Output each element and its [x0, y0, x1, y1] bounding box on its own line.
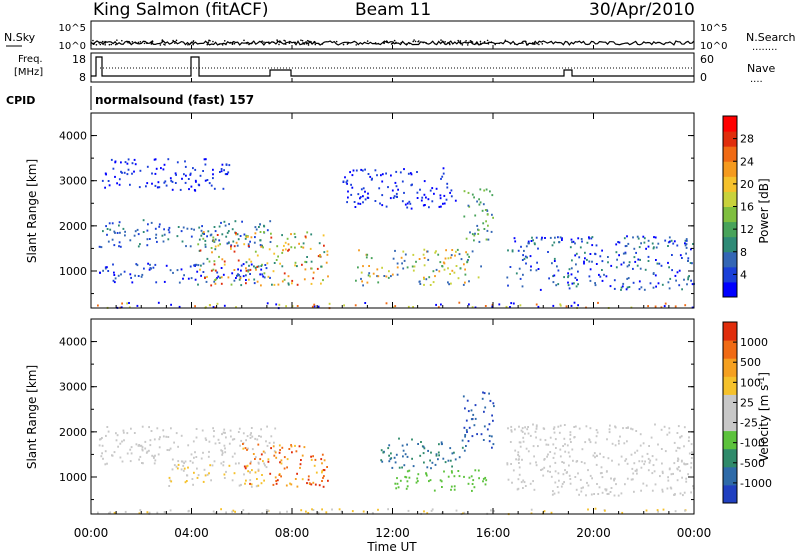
nave-legend-dots: ....: [750, 74, 763, 85]
y-tick-label: 3000: [59, 175, 87, 188]
freq-label: Freq.: [18, 54, 43, 65]
noise-label-right: N.Search: [746, 31, 796, 44]
noise-tick-right-bottom: 10^0: [700, 41, 727, 52]
colorbar-tick: 24: [740, 155, 754, 168]
x-tick-label: 16:00: [476, 526, 511, 540]
freq-panel: 18 8 60 0 Freq. [MHz] Nave ....: [14, 52, 775, 85]
colorbar-tick: -100: [740, 437, 765, 450]
x-axis: 00:00 04:00 08:00 12:00 16:00 20:00 00:00: [74, 45, 712, 540]
colorbar-tick: -500: [740, 457, 765, 470]
nave-label: Nave: [747, 62, 775, 75]
colorbar-tick: 100: [740, 376, 761, 389]
colorbar-cell: [723, 146, 737, 162]
colorbar-cell: [723, 176, 737, 192]
cpid-label: CPID: [6, 94, 35, 107]
y-tick-label: 2000: [59, 426, 87, 439]
colorbar-cell: [723, 161, 737, 177]
colorbar-cell: [723, 206, 737, 223]
noise-tick-left-top: 10^5: [59, 23, 86, 34]
colorbar-cell: [723, 340, 737, 359]
y-tick-label: 2000: [59, 220, 87, 233]
x-axis-label: Time UT: [366, 540, 417, 554]
y-tick-label: 1000: [59, 265, 87, 278]
noise-tick-right-top: 10^5: [700, 23, 727, 34]
velocity-colorbar-label: Velocity [m s-1]: [757, 372, 771, 462]
cpid-text: normalsound (fast) 157: [95, 93, 254, 107]
colorbar-tick: 8: [740, 246, 747, 259]
colorbar-tick: 4: [740, 268, 747, 281]
colorbar-cell: [723, 394, 737, 413]
power-y-axis-label: Slant Range [km]: [25, 159, 39, 263]
colorbar-tick: 1000: [740, 336, 768, 349]
noise-panel: 10^5 10^0 10^5 10^0 N.Sky N.Search .....…: [4, 20, 796, 53]
cpid-strip: CPID normalsound (fast) 157: [6, 86, 254, 110]
x-tick-label: 00:00: [74, 526, 109, 540]
freq-tick-top: 18: [72, 53, 86, 66]
colorbar-cell: [723, 191, 737, 207]
y-tick-label: 1000: [59, 471, 87, 484]
colorbar-cell: [723, 376, 737, 395]
freq-unit-label: [MHz]: [14, 67, 43, 78]
freq-tick-bottom: 8: [79, 71, 86, 84]
nave-tick-bottom: 0: [700, 71, 707, 84]
colorbar-tick: 500: [740, 356, 761, 369]
x-tick-label: 08:00: [275, 526, 310, 540]
title-beam: Beam 11: [355, 0, 432, 20]
colorbar-cell: [723, 131, 737, 147]
colorbar-tick: 16: [740, 201, 754, 214]
colorbar-tick: 25: [740, 396, 754, 409]
y-tick-label: 4000: [59, 336, 87, 349]
colorbar-cell: [723, 430, 737, 450]
colorbar-tick: 12: [740, 223, 754, 236]
y-tick-label: 3000: [59, 381, 87, 394]
x-tick-label: 04:00: [174, 526, 209, 540]
colorbar-cell: [723, 116, 737, 132]
colorbar-tick: 20: [740, 178, 754, 191]
title-date: 30/Apr/2010: [589, 0, 695, 20]
colorbar-cell: [723, 221, 737, 238]
velocity-y-axis-label: Slant Range [km]: [25, 365, 39, 469]
power-panel: 4000 3000 2000 1000 28 24 20 16 12 8 4: [59, 112, 754, 310]
colorbar-cell: [723, 266, 737, 283]
colorbar-cell: [723, 251, 737, 268]
x-tick-label: 20:00: [576, 526, 611, 540]
velocity-panel: 4000 3000 2000 1000 1000 500 100 25 -25 -100 -500…: [59, 318, 772, 516]
y-tick-label: 4000: [59, 130, 87, 143]
colorbar-cell: [723, 358, 737, 377]
colorbar-tick: -25: [740, 417, 758, 430]
x-tick-label: 12:00: [375, 526, 410, 540]
noise-tick-left-bottom: 10^0: [59, 41, 86, 52]
x-tick-label: 00:00: [677, 526, 712, 540]
colorbar-tick: 28: [740, 133, 754, 146]
colorbar-tick: -1000: [740, 477, 772, 490]
colorbar-cell: [723, 448, 737, 468]
colorbar-cell: [723, 466, 737, 486]
noise-legend-dots: ........: [752, 42, 777, 53]
noise-label-left: N.Sky: [4, 31, 36, 44]
nave-tick-top: 60: [700, 53, 714, 66]
colorbar-cell: [723, 484, 737, 504]
colorbar-cell: [723, 281, 737, 298]
title-station: King Salmon (fitACF): [93, 0, 269, 20]
colorbar-cell: [723, 412, 737, 432]
colorbar-cell: [723, 236, 737, 253]
power-colorbar-label: Power [dB]: [757, 178, 771, 243]
colorbar-cell: [723, 322, 737, 341]
